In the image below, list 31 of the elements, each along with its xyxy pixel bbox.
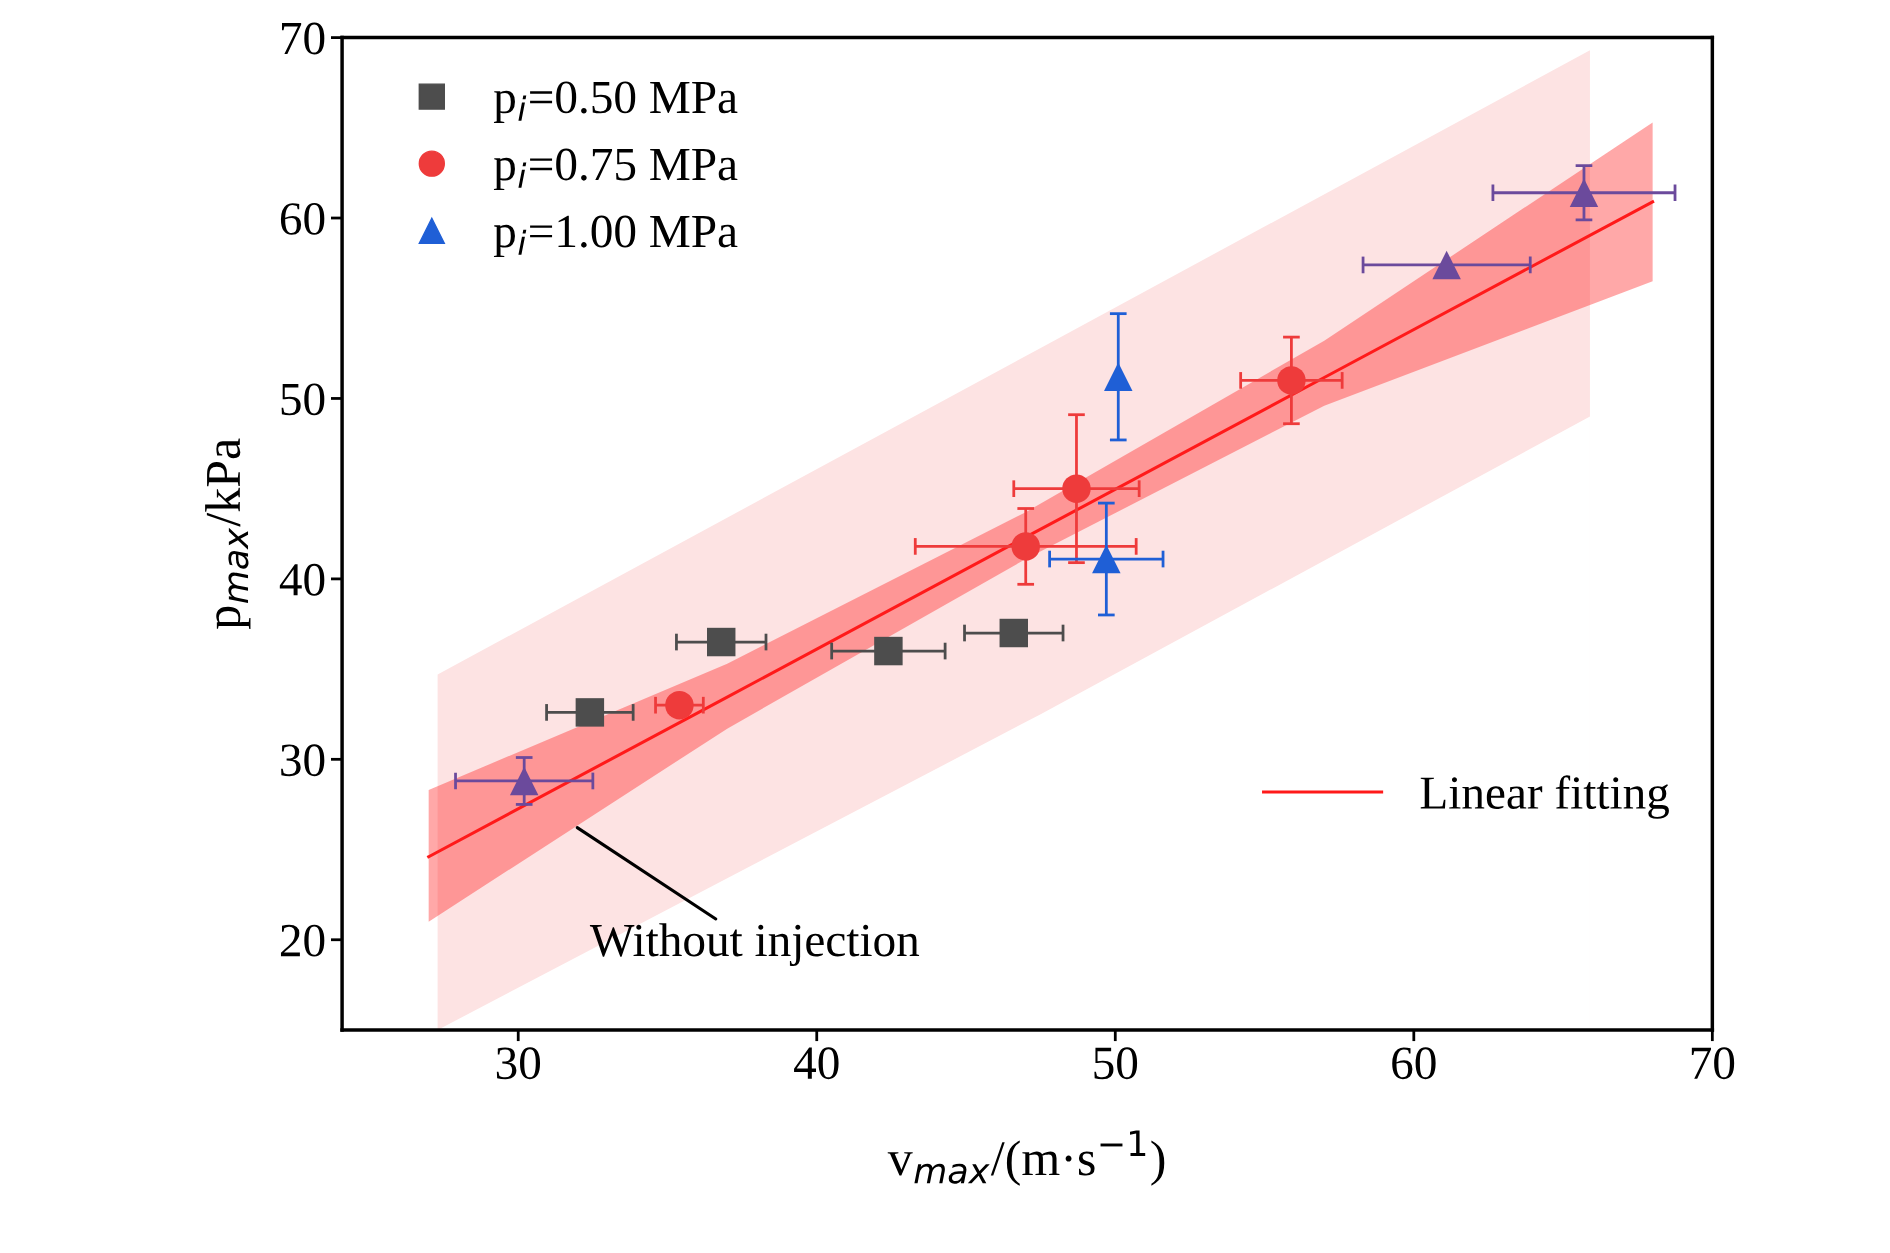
point (874, 636, 903, 666)
y-tick-label: 20 (280, 924, 325, 957)
legend-label: p$_{i}$=0.50 MPa (493, 81, 738, 123)
x-tick-label: 50 (1094, 1047, 1138, 1080)
annotation: Without injection (589, 923, 920, 967)
y-tick-label: 70 (282, 22, 325, 55)
legend-label: p$_{i}$=0.75 MPa (493, 148, 738, 191)
point (509, 766, 539, 796)
point (1062, 474, 1091, 503)
point (1432, 250, 1461, 280)
x-tick-label: 30 (496, 1047, 541, 1080)
x-tick-label: 70 (1691, 1047, 1735, 1080)
legend-label: Linear fitting (1420, 775, 1669, 819)
y-axis-title: p$_{max}$/kPa (205, 438, 251, 629)
point (1569, 178, 1599, 207)
point (1104, 362, 1133, 392)
y-tick-label: 60 (280, 203, 325, 235)
point (575, 698, 605, 727)
point (999, 618, 1029, 648)
y-tick-label: 30 (281, 744, 325, 777)
y-tick-label: 40 (279, 563, 325, 596)
x-tick-label: 60 (1392, 1047, 1436, 1080)
x-axis-title: v$_{max}$/(m·s$^{−1}$) (887, 1130, 1165, 1186)
point (1277, 366, 1306, 395)
point (706, 627, 736, 657)
legend-label: p$_{i}$=1.00 MPa (493, 215, 738, 258)
y-tick-label: 50 (281, 383, 325, 416)
point (665, 690, 694, 720)
point (1092, 544, 1121, 574)
x-tick-label: 40 (794, 1047, 839, 1080)
point (1011, 532, 1040, 561)
